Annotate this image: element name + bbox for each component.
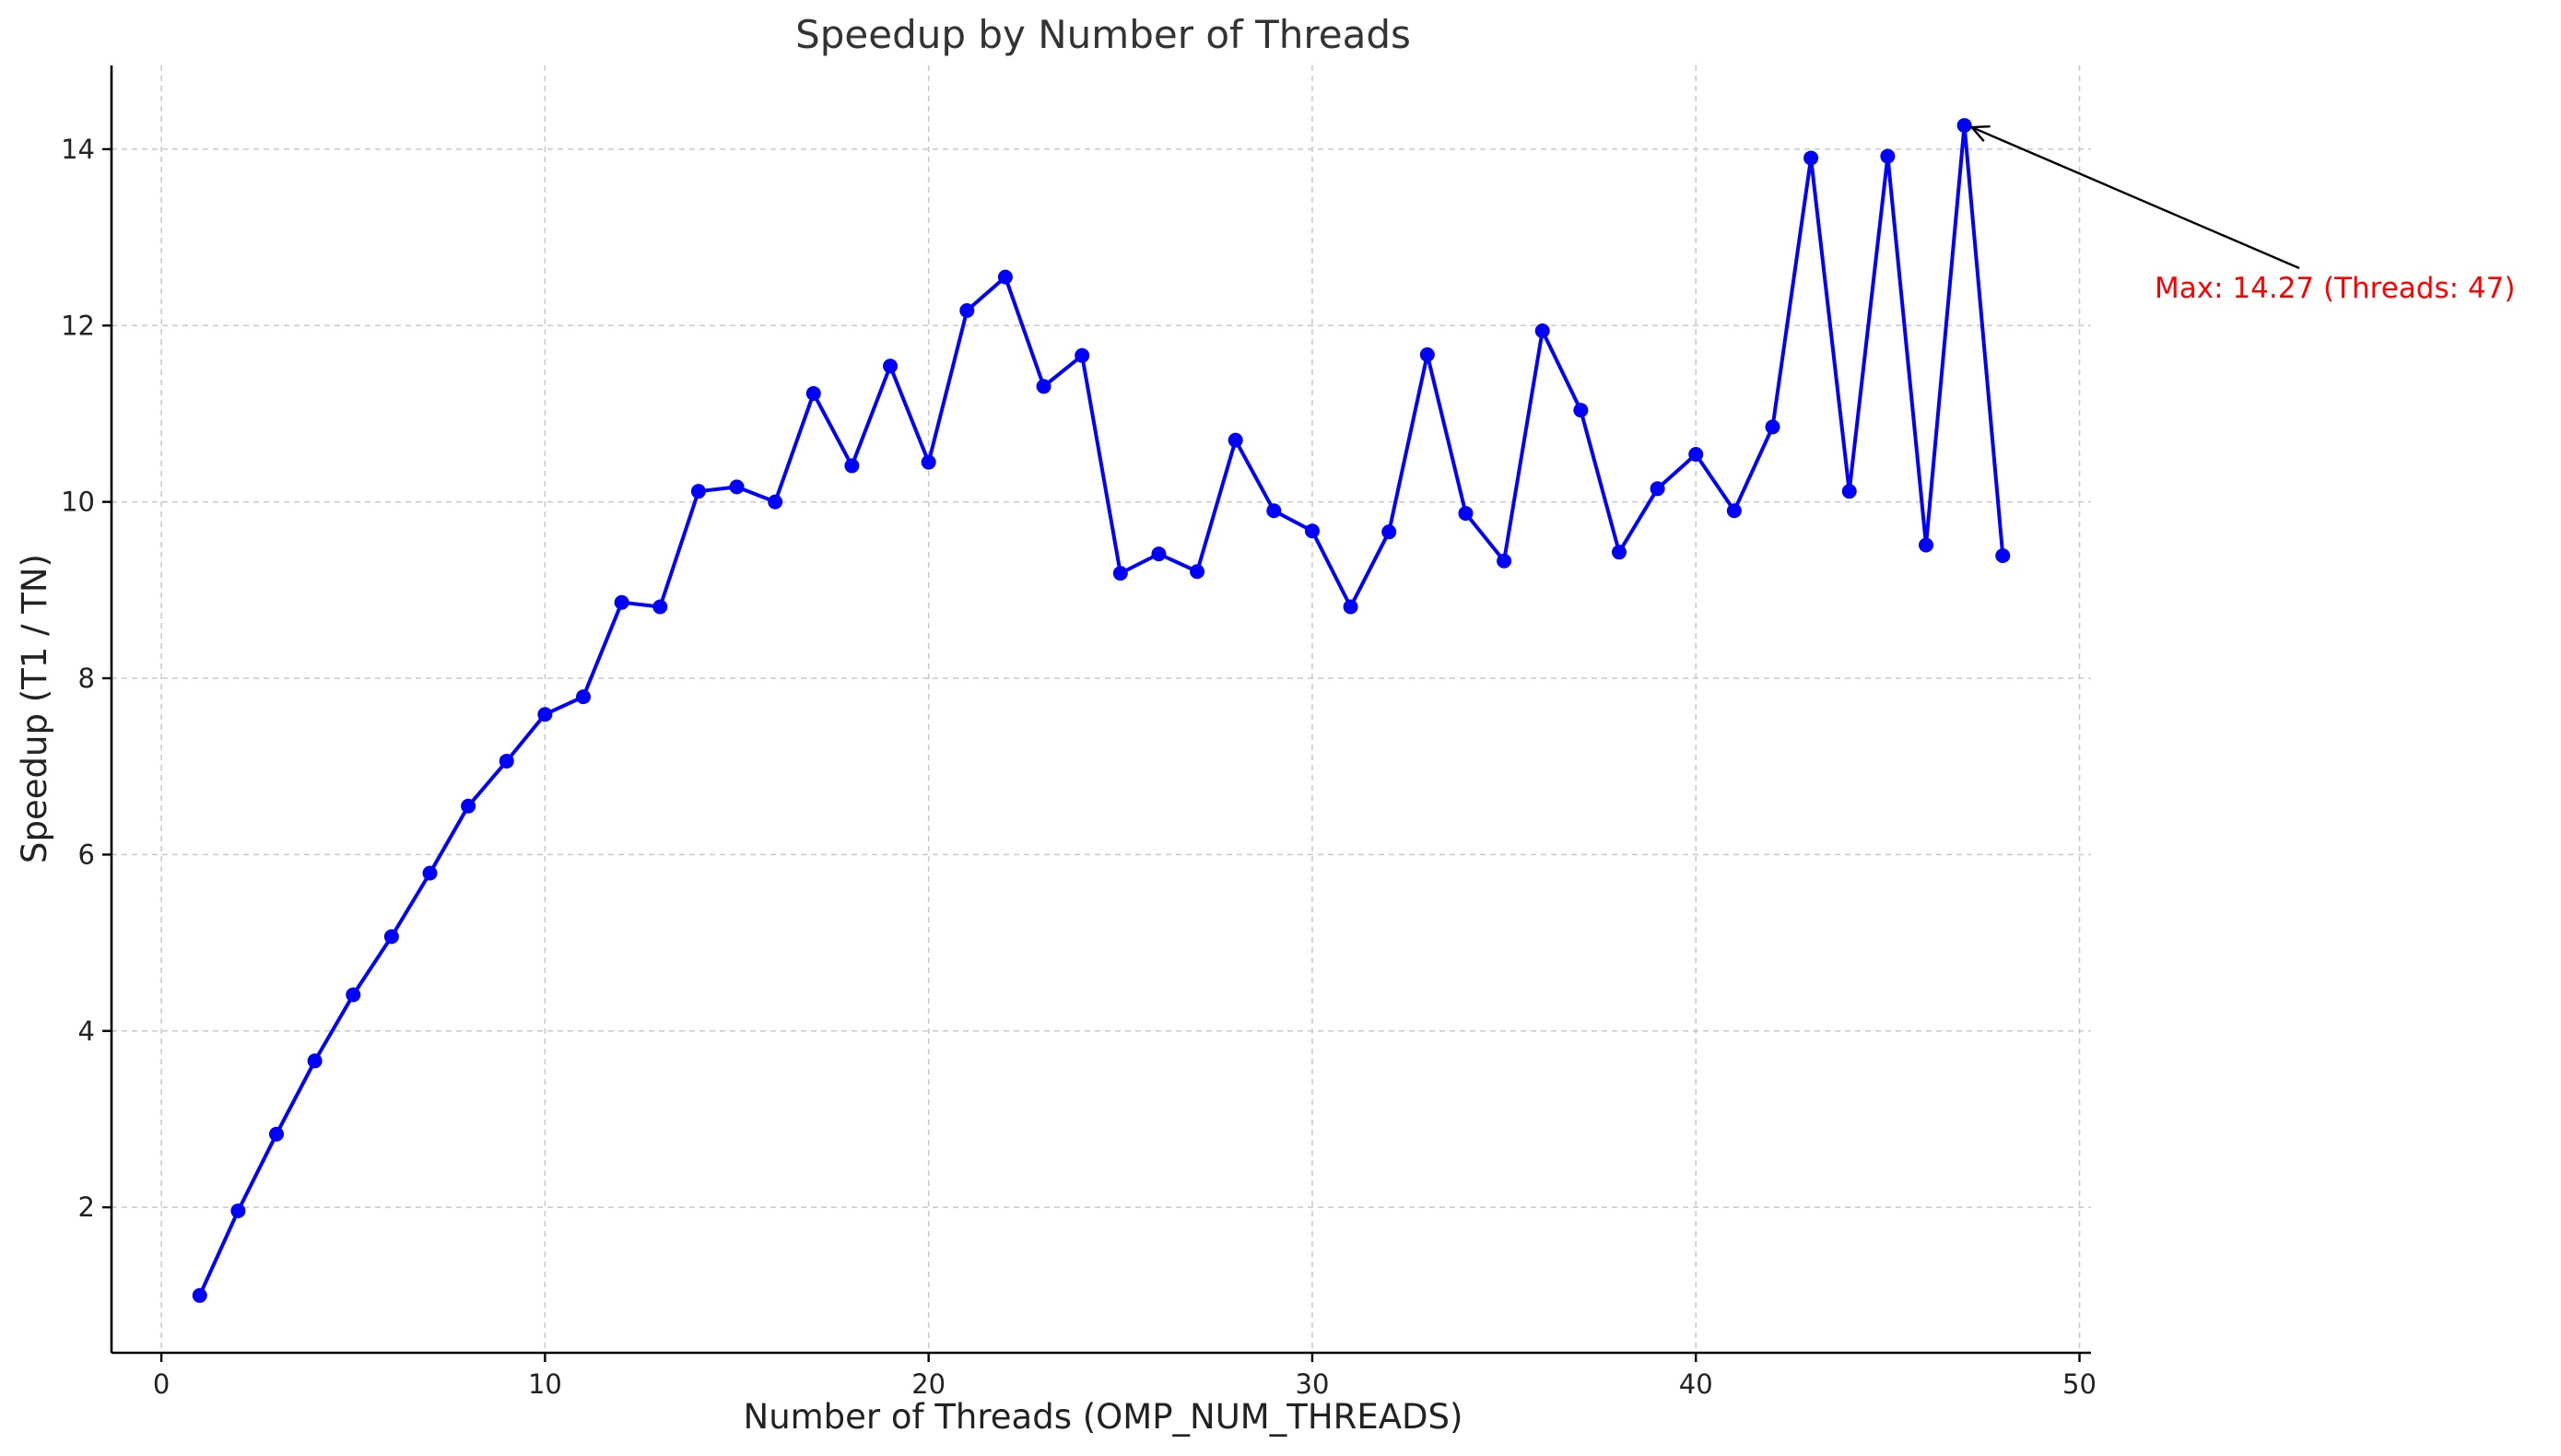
data-point [307,1053,323,1069]
data-point [1304,523,1320,539]
data-point [1075,347,1090,363]
data-point [1381,524,1397,540]
y-tick-label: 10 [61,487,95,518]
y-tick-label: 2 [78,1192,95,1223]
data-point [652,599,668,615]
data-point [1956,118,1972,134]
data-point [1573,403,1589,418]
data-point [1611,545,1627,560]
y-axis-title: Speedup (T1 / TN) [15,554,54,863]
series-line [197,123,2005,1297]
data-point [1919,537,1933,553]
data-point [383,929,399,945]
y-tick-label: 14 [61,134,95,165]
data-point [805,385,821,401]
data-point [1266,503,1282,519]
data-series [192,118,2011,1303]
data-point [346,987,361,1003]
data-point [1650,481,1665,497]
annotation: Max: 14.27 (Threads: 47) [1969,124,2515,305]
data-point [1880,148,1896,164]
data-point [230,1203,246,1218]
x-tick-label: 50 [2062,1368,2097,1400]
data-point [1995,548,2011,564]
data-point [192,1287,207,1303]
data-point [461,798,476,814]
data-point [997,269,1013,285]
data-point [1343,599,1358,615]
data-point [499,753,514,769]
annotation-label: Max: 14.27 (Threads: 47) [2155,272,2515,305]
annotation-arrow-head [1969,124,1991,142]
data-point [1765,419,1780,435]
data-point [422,865,438,881]
grid-lines [112,65,2091,1353]
axes [110,65,2091,1355]
data-point [269,1126,284,1142]
x-tick-label: 10 [528,1368,562,1400]
y-tick-label: 6 [78,839,95,870]
data-point [768,494,783,510]
data-point [844,458,860,474]
x-tick-label: 30 [1296,1368,1330,1400]
y-tick-label: 12 [61,310,95,341]
data-point [729,479,745,495]
x-tick-label: 0 [153,1368,170,1400]
data-point [1228,432,1243,448]
data-point [1803,150,1819,166]
data-point [537,707,553,722]
data-point [690,484,706,499]
annotation-arrow-line [1971,125,2300,270]
data-point [576,689,592,705]
y-tick-label: 8 [78,663,95,694]
data-point [1534,323,1550,339]
data-point [883,358,899,374]
data-point [959,303,975,319]
data-point [1726,503,1742,519]
data-point [1688,446,1704,462]
data-point [1190,564,1205,580]
data-point [1458,506,1474,522]
data-point [614,594,629,610]
tick-marks: 0 10 20 30 40 50 2 4 6 8 10 12 14 [61,134,2097,1400]
data-point [1036,379,1051,394]
data-point [921,454,936,470]
y-tick-label: 4 [78,1016,95,1047]
x-tick-label: 20 [911,1368,946,1400]
data-point [1112,566,1128,581]
data-point [1151,546,1167,562]
x-tick-label: 40 [1679,1368,1713,1400]
data-point [1841,484,1857,499]
x-axis-title: Number of Threads (OMP_NUM_THREADS) [744,1397,1463,1437]
data-point [1419,346,1435,362]
data-point [1497,553,1512,569]
chart-title: Speedup by Number of Threads [795,12,1411,57]
